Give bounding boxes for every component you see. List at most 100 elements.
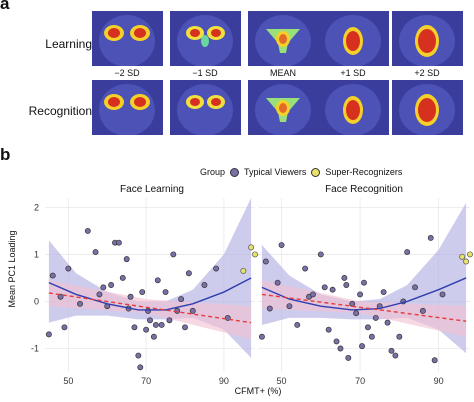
point-typical-viewer [258,333,265,340]
point-typical-viewer [154,277,161,284]
point-super-recognizer [240,267,247,274]
point-typical-viewer [372,314,379,321]
plot-face-recognition: 50 70 90 [258,198,473,386]
point-typical-viewer [368,333,375,340]
point-typical-viewer [439,291,446,298]
point-typical-viewer [131,324,138,331]
point-super-recognizer [252,251,258,258]
point-typical-viewer [357,291,364,298]
heatmap-recognition-mean [248,80,319,135]
x-tick-label: 70 [355,376,365,386]
x-tick-label: 50 [277,376,287,386]
point-typical-viewer [119,274,126,281]
point-super-recognizer [463,258,470,265]
point-typical-viewer [404,249,411,256]
quadratic-fit-line [261,277,467,311]
point-typical-viewer [353,310,360,317]
point-typical-viewer [143,326,150,333]
point-typical-viewer [310,291,316,298]
point-typical-viewer [170,251,177,258]
point-typical-viewer [359,343,365,350]
quadratic-fit-line [48,277,252,311]
legend-title: Group [200,167,226,177]
point-typical-viewer [349,300,356,307]
panel-letter-a: a [0,0,10,13]
sd-label-plus-1: +1 SD [340,68,366,78]
y-axis-label: Mean PC1 Loading [7,230,17,307]
point-typical-viewer [45,331,52,338]
point-typical-viewer [388,347,395,354]
point-typical-viewer [158,322,165,328]
point-typical-viewer [92,249,99,256]
legend-marker-super [311,167,321,177]
point-typical-viewer [286,303,293,310]
y-tick-label: -1 [31,343,39,353]
point-typical-viewer [345,354,352,361]
point-typical-viewer [162,289,169,296]
plot-face-learning: 50 70 90 -1 0 1 2 [31,198,258,386]
point-typical-viewer [321,284,328,291]
point-typical-viewer [84,227,91,234]
chart-title-face-recognition: Face Recognition [325,184,403,195]
x-tick-label: 70 [141,376,151,386]
heatmap-learning-mean [248,11,319,66]
heatmap-recognition-minus-2 [92,80,163,135]
point-typical-viewer [150,333,157,340]
heatmap-learning-minus-1 [170,11,241,66]
point-typical-viewer [427,235,434,241]
point-super-recognizer [459,253,466,260]
row-label-learning: Learning [45,37,92,51]
point-typical-viewer [317,251,324,258]
point-typical-viewer [341,274,348,281]
point-typical-viewer [77,300,83,307]
legend-label-super: Super-Recognizers [325,167,403,177]
point-typical-viewer [127,293,134,300]
y-tick-label: 1 [34,249,39,259]
heatmap-recognition-plus-1 [318,80,389,135]
point-typical-viewer [152,322,159,328]
y-tick-label: 0 [34,296,39,306]
point-typical-viewer [419,307,426,314]
legend-marker-typical [230,167,240,177]
row-label-recognition: Recognition [28,104,92,118]
point-typical-viewer [57,293,64,300]
heatmap-learning-minus-2 [92,11,163,66]
point-typical-viewer [431,357,438,364]
heatmap-recognition-minus-1 [170,80,241,135]
point-typical-viewer [325,326,332,333]
scatter-charts: Mean PC1 Loading CFMT+ (%) Face Learning… [7,184,473,396]
point-typical-viewer [139,289,146,296]
chart-title-face-learning: Face Learning [120,184,184,195]
point-typical-viewer [182,324,188,331]
point-typical-viewer [189,307,196,314]
point-typical-viewer [343,282,350,288]
point-typical-viewer [361,279,367,286]
point-typical-viewer [412,284,418,291]
point-typical-viewer [278,242,285,248]
point-typical-viewer [380,289,387,296]
point-typical-viewer [115,239,122,246]
heatmap-learning-plus-1 [318,11,389,66]
point-typical-viewer [96,291,103,298]
point-typical-viewer [396,333,403,340]
y-tick-label: 2 [34,202,39,212]
x-tick-label: 90 [219,376,229,386]
point-typical-viewer [147,317,153,324]
x-tick-label: 90 [434,376,444,386]
point-typical-viewer [108,282,115,288]
heatmap-recognition-plus-2 [392,80,463,135]
point-typical-viewer [262,258,269,265]
point-typical-viewer [337,345,344,352]
point-typical-viewer [100,284,107,291]
point-typical-viewer [123,256,130,263]
point-typical-viewer [274,279,281,286]
panel-letter-b: b [0,145,11,164]
point-typical-viewer [392,352,399,359]
heatmap-learning-plus-2 [392,11,463,66]
legend: Group Typical Viewers Super-Recognizers [200,167,402,177]
point-typical-viewer [166,317,173,324]
point-typical-viewer [145,307,152,314]
point-typical-viewer [364,324,371,331]
x-tick-label: 50 [63,376,73,386]
sd-label-plus-2: +2 SD [414,68,440,78]
